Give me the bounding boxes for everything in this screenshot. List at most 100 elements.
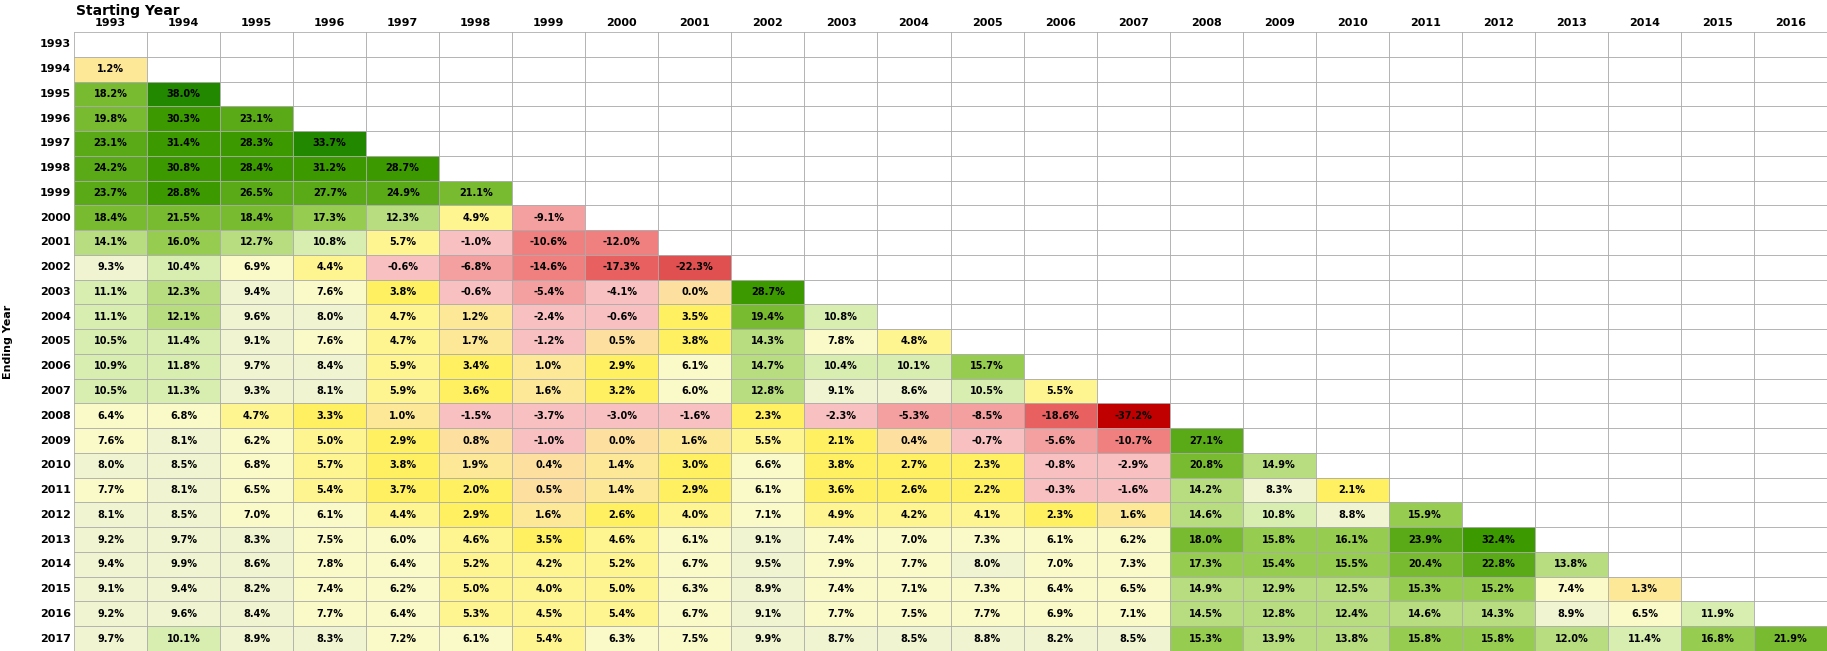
Bar [1535, 379, 1608, 404]
Text: -3.0%: -3.0% [607, 411, 638, 421]
Bar [658, 552, 731, 577]
Bar [1535, 106, 1608, 131]
Bar [438, 57, 512, 81]
Bar [1242, 577, 1315, 602]
Bar [877, 156, 950, 180]
Text: 8.0%: 8.0% [974, 559, 1001, 570]
Bar [1681, 279, 1754, 305]
Text: 2014: 2014 [40, 559, 71, 570]
Bar [512, 354, 585, 379]
Bar [219, 354, 292, 379]
Text: 0.4%: 0.4% [901, 436, 928, 445]
Bar [219, 279, 292, 305]
Text: 12.8%: 12.8% [1262, 609, 1295, 619]
Text: 2007: 2007 [40, 386, 71, 396]
Bar [438, 478, 512, 503]
Bar [1462, 379, 1535, 404]
Text: 1994: 1994 [40, 64, 71, 74]
Bar [292, 354, 365, 379]
Text: 7.0%: 7.0% [243, 510, 270, 519]
Bar [438, 180, 512, 205]
Bar [877, 379, 950, 404]
Bar [1535, 180, 1608, 205]
Bar [1535, 57, 1608, 81]
Text: 6.5%: 6.5% [1120, 584, 1147, 594]
Bar [365, 602, 438, 626]
Bar [1389, 428, 1462, 453]
Bar [1754, 404, 1827, 428]
Bar [804, 552, 877, 577]
Bar [146, 305, 219, 329]
Bar [731, 354, 804, 379]
Text: 8.9%: 8.9% [1558, 609, 1584, 619]
Bar [950, 404, 1023, 428]
Bar [731, 156, 804, 180]
Bar [804, 527, 877, 552]
Text: 14.3%: 14.3% [751, 337, 786, 346]
Bar [1754, 255, 1827, 279]
Text: -0.6%: -0.6% [460, 287, 491, 297]
Text: 2.9%: 2.9% [389, 436, 417, 445]
Text: 14.5%: 14.5% [1189, 609, 1222, 619]
Text: 2004: 2004 [40, 312, 71, 322]
Bar [438, 279, 512, 305]
Text: 2001: 2001 [40, 238, 71, 247]
Bar [1681, 106, 1754, 131]
Bar [1242, 156, 1315, 180]
Bar [438, 626, 512, 651]
Bar [804, 57, 877, 81]
Bar [877, 453, 950, 478]
Bar [1315, 577, 1389, 602]
Text: 4.7%: 4.7% [389, 337, 417, 346]
Bar [219, 478, 292, 503]
Text: 2008: 2008 [40, 411, 71, 421]
Bar [1608, 552, 1681, 577]
Bar [1096, 552, 1169, 577]
Text: 2009: 2009 [40, 436, 71, 445]
Text: 2.2%: 2.2% [974, 485, 1001, 495]
Text: Starting Year: Starting Year [77, 4, 179, 18]
Bar [219, 428, 292, 453]
Bar [219, 527, 292, 552]
Text: 4.5%: 4.5% [535, 609, 563, 619]
Text: 2.0%: 2.0% [462, 485, 490, 495]
Text: 23.9%: 23.9% [1409, 534, 1442, 545]
Text: 12.3%: 12.3% [166, 287, 201, 297]
Text: 7.7%: 7.7% [901, 559, 928, 570]
Bar [1608, 230, 1681, 255]
Text: 9.6%: 9.6% [243, 312, 270, 322]
Bar [804, 577, 877, 602]
Text: 8.6%: 8.6% [243, 559, 270, 570]
Text: 0.4%: 0.4% [535, 460, 563, 470]
Bar [731, 131, 804, 156]
Text: 7.0%: 7.0% [901, 534, 928, 545]
Bar [1535, 81, 1608, 106]
Bar [804, 255, 877, 279]
Bar [731, 32, 804, 57]
Text: 1995: 1995 [241, 18, 272, 28]
Bar [438, 404, 512, 428]
Bar [1169, 57, 1242, 81]
Bar [731, 205, 804, 230]
Text: 31.4%: 31.4% [166, 139, 201, 148]
Text: -22.3%: -22.3% [676, 262, 714, 272]
Text: 11.1%: 11.1% [93, 287, 128, 297]
Bar [1462, 552, 1535, 577]
Text: 11.8%: 11.8% [166, 361, 201, 371]
Text: 7.5%: 7.5% [901, 609, 928, 619]
Text: 15.2%: 15.2% [1482, 584, 1515, 594]
Bar [1389, 354, 1462, 379]
Bar [877, 602, 950, 626]
Text: 2002: 2002 [753, 18, 784, 28]
Text: -37.2%: -37.2% [1114, 411, 1153, 421]
Text: 3.8%: 3.8% [389, 460, 417, 470]
Bar [877, 106, 950, 131]
Bar [658, 255, 731, 279]
Bar [1315, 329, 1389, 354]
Text: 8.2%: 8.2% [1047, 633, 1074, 644]
Text: -14.6%: -14.6% [530, 262, 568, 272]
Bar [1608, 255, 1681, 279]
Bar [1242, 279, 1315, 305]
Bar [146, 180, 219, 205]
Text: 24.9%: 24.9% [385, 188, 420, 198]
